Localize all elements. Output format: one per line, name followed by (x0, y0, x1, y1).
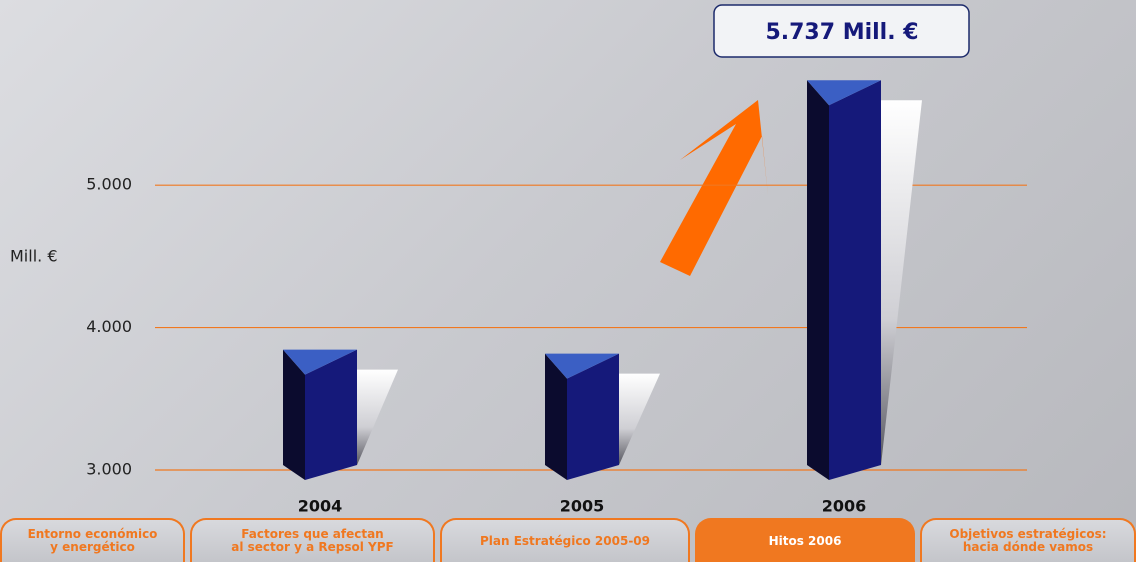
x-tick-label: 2005 (560, 497, 605, 516)
bar (807, 80, 922, 480)
y-tick-label: 4.000 (86, 317, 132, 336)
tab[interactable]: Plan Estratégico 2005-09 (440, 518, 690, 562)
arrow (660, 100, 768, 276)
bar-shadow (619, 374, 660, 465)
tab[interactable]: Factores que afectan al sector y a Repso… (190, 518, 435, 562)
value-label: 5.737 Mill. € (765, 20, 918, 45)
x-tick-label: 2006 (822, 497, 867, 516)
bar-shadow (881, 100, 922, 465)
chart: Mill. € 3.000 4.000 5.000 2004 2005 2006 5.737… (0, 0, 1136, 518)
bar (545, 354, 660, 480)
tab[interactable]: Entorno económico y energético (0, 518, 185, 562)
y-tick-label: 3.000 (86, 460, 132, 479)
tab[interactable]: Objetivos estratégicos: hacia dónde vamo… (920, 518, 1136, 562)
bar (283, 350, 398, 480)
tab[interactable]: Hitos 2006 (695, 518, 915, 562)
bar-front (829, 80, 881, 480)
slide: {"chart_data": {"type": "bar", "y_label"… (0, 0, 1136, 562)
y-axis-label: Mill. € (10, 247, 58, 266)
y-tick-label: 5.000 (86, 175, 132, 194)
bar-side (807, 80, 829, 480)
bar-shadow (357, 370, 398, 465)
x-tick-label: 2004 (298, 497, 343, 516)
